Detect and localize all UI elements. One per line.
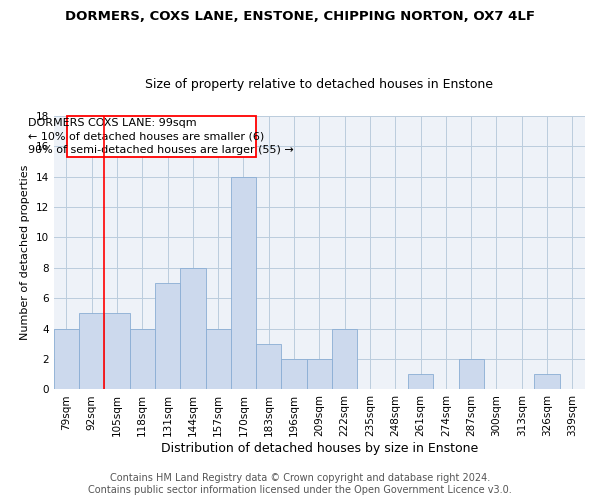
Bar [458,359,484,390]
Bar [79,314,104,390]
Text: DORMERS COXS LANE: 99sqm
← 10% of detached houses are smaller (6)
90% of semi-de: DORMERS COXS LANE: 99sqm ← 10% of detach… [28,118,294,154]
Bar [256,344,281,390]
Bar [67,116,256,157]
Y-axis label: Number of detached properties: Number of detached properties [20,165,30,340]
Bar [535,374,560,390]
Bar [54,328,79,390]
Title: Size of property relative to detached houses in Enstone: Size of property relative to detached ho… [145,78,493,91]
Bar [231,176,256,390]
Bar [130,328,155,390]
X-axis label: Distribution of detached houses by size in Enstone: Distribution of detached houses by size … [161,442,478,455]
Bar [307,359,332,390]
Bar [408,374,433,390]
Bar [180,268,206,390]
Text: Contains HM Land Registry data © Crown copyright and database right 2024.
Contai: Contains HM Land Registry data © Crown c… [88,474,512,495]
Bar [332,328,358,390]
Text: DORMERS, COXS LANE, ENSTONE, CHIPPING NORTON, OX7 4LF: DORMERS, COXS LANE, ENSTONE, CHIPPING NO… [65,10,535,23]
Bar [206,328,231,390]
Bar [104,314,130,390]
Bar [281,359,307,390]
Bar [155,283,180,390]
